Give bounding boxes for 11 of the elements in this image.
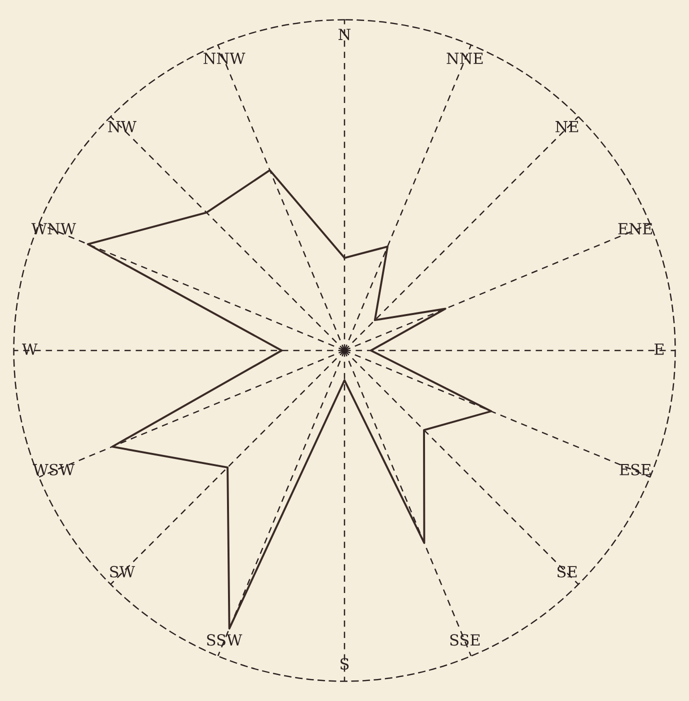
spoke-label: NE [556,121,578,132]
spoke-label: SSE [450,634,480,646]
spoke-label: NNW [204,52,246,64]
spoke-label: SSW [207,634,242,646]
spoke-label: ESE [620,464,650,476]
spoke-label: ENE [618,223,652,234]
spoke-label: SW [110,566,135,578]
spoke-label: E [654,344,664,355]
spoke-label: NNE [446,52,483,64]
spoke-label: S [340,658,349,670]
spoke-label: NW [108,121,136,132]
